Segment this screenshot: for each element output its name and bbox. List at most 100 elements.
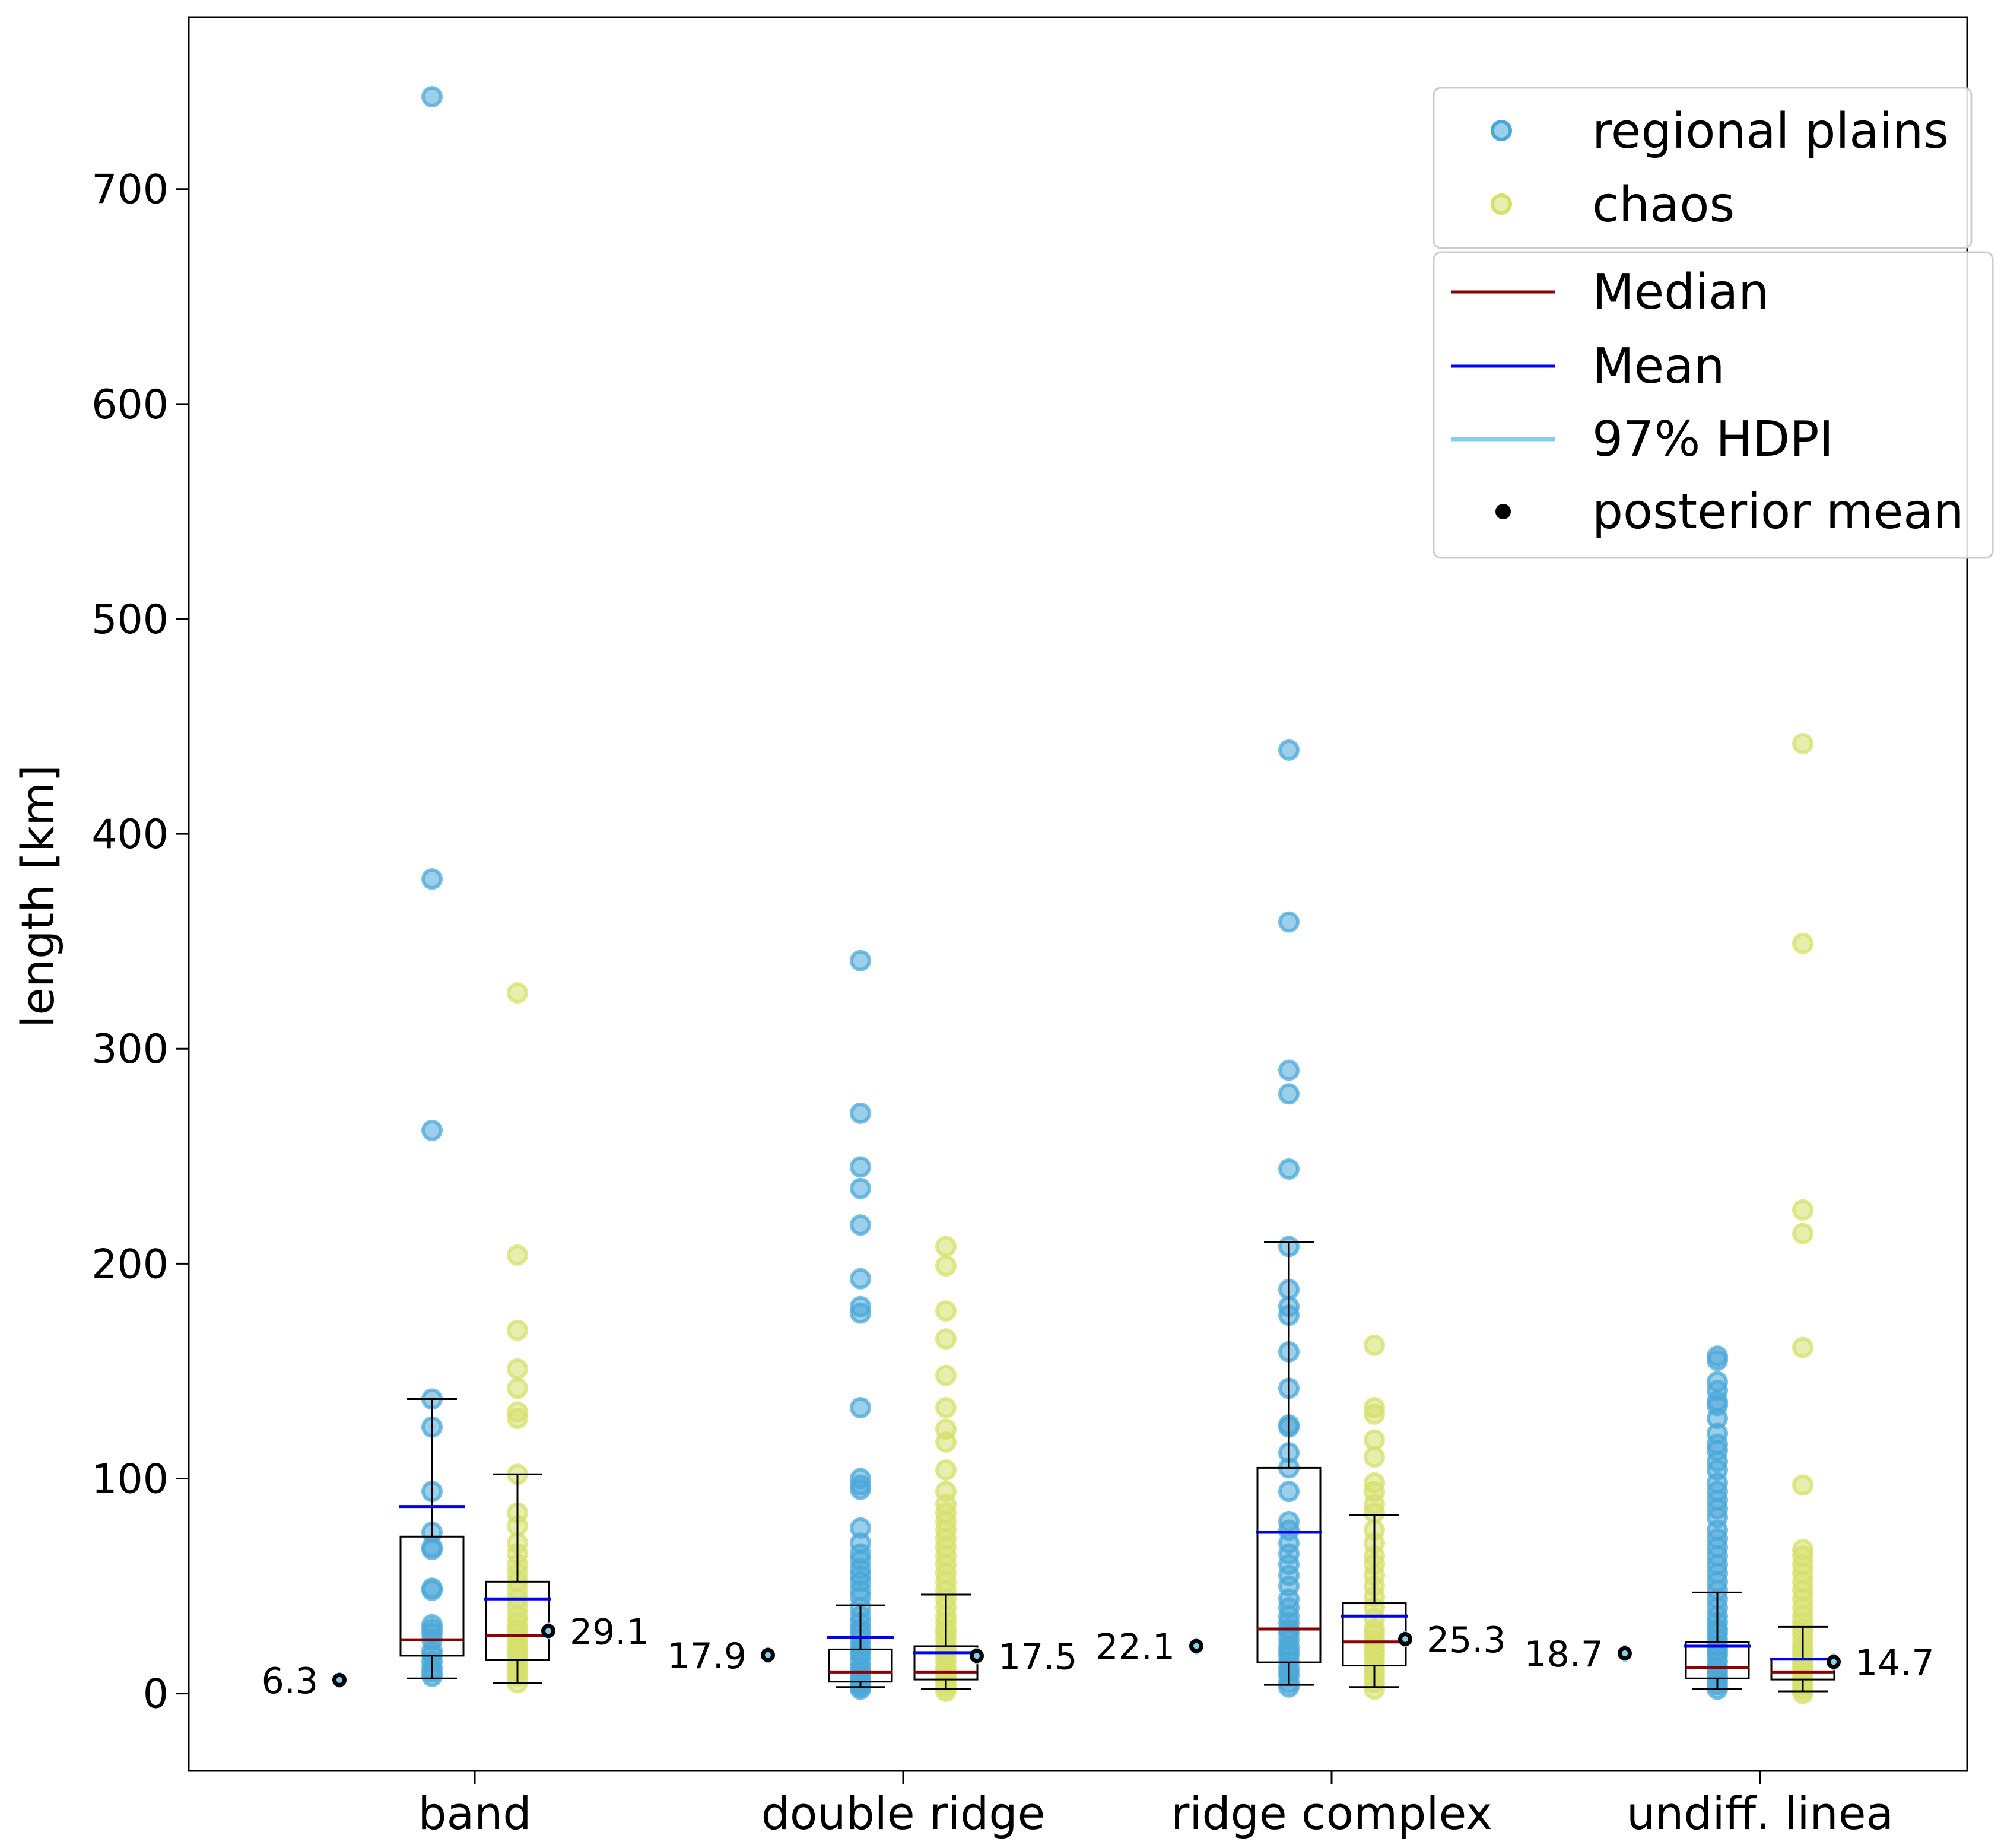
posterior-mean-label: 14.7 — [1855, 1642, 1935, 1684]
data-point — [1278, 1510, 1300, 1532]
data-point — [850, 1468, 871, 1490]
data-point — [1278, 1481, 1300, 1503]
box-iqr — [485, 1580, 550, 1662]
legend-median-label: Median — [1592, 264, 1769, 320]
data-point — [507, 1358, 528, 1380]
posterior-mean-label: 17.5 — [998, 1636, 1078, 1678]
posterior-mean-core — [1402, 1636, 1408, 1643]
data-point — [507, 1401, 528, 1423]
y-tick-label: 600 — [91, 382, 169, 428]
data-point — [935, 1255, 957, 1277]
x-tick-label: undiff. linea — [1627, 1787, 1894, 1840]
legend-chaos-label: chaos — [1592, 177, 1735, 233]
data-point — [1707, 1371, 1728, 1393]
data-point — [850, 1396, 871, 1418]
y-tick-label: 400 — [91, 811, 169, 858]
data-point — [1364, 1396, 1385, 1418]
boxplots — [399, 1241, 1836, 1693]
data-point — [850, 1268, 871, 1290]
posterior-means: 6.3 29.1 17.9 17.5 22.1 25.3 18.7 14.7 — [262, 1611, 1935, 1702]
legend-chaos-marker — [1491, 193, 1512, 215]
y-tick-label: 700 — [91, 167, 169, 214]
data-point — [1364, 1446, 1385, 1468]
posterior-mean-label: 18.7 — [1524, 1634, 1603, 1675]
y-axis: 0 100 200 300 400 500 600 700 — [91, 167, 189, 1718]
data-point — [850, 1102, 871, 1124]
data-point — [1792, 1539, 1813, 1561]
posterior-mean-label: 29.1 — [570, 1611, 649, 1653]
y-tick-label: 300 — [91, 1026, 169, 1073]
data-point — [935, 1236, 957, 1258]
data-point — [507, 1377, 528, 1399]
x-tick-label: double ridge — [761, 1787, 1046, 1840]
legend-posterior-mean-marker — [1495, 504, 1511, 519]
data-point — [935, 1418, 957, 1440]
data-point — [1792, 1474, 1813, 1496]
posterior-mean-label: 17.9 — [667, 1636, 747, 1677]
legend-regional-plains-label: regional plains — [1592, 103, 1949, 160]
legend-scatter-frame — [1433, 87, 1973, 249]
box-iqr — [1256, 1466, 1322, 1663]
data-point — [421, 868, 443, 890]
data-point — [1707, 1345, 1728, 1367]
data-point — [850, 1295, 871, 1317]
data-point — [1278, 1059, 1300, 1081]
x-tick-label: ridge complex — [1171, 1787, 1492, 1840]
data-point — [935, 1481, 957, 1503]
legend-hdpi-label: 97% HDPI — [1592, 411, 1834, 468]
data-point — [1792, 932, 1813, 954]
data-point — [421, 1119, 443, 1141]
legend-stats: Median Mean 97% HDPI posterior mean — [1433, 251, 1994, 559]
data-point — [507, 982, 528, 1004]
x-tick-label: band — [418, 1787, 531, 1840]
data-point — [935, 1396, 957, 1418]
y-axis-title: length [km] — [11, 764, 64, 1028]
data-point — [1278, 911, 1300, 933]
posterior-mean-label: 6.3 — [262, 1660, 318, 1702]
posterior-mean-core — [545, 1628, 551, 1634]
data-point — [850, 1214, 871, 1236]
data-point — [1792, 733, 1813, 755]
legend-posterior-mean-label: posterior mean — [1592, 484, 1964, 540]
data-point — [850, 1517, 871, 1539]
posterior-mean-core — [1622, 1650, 1628, 1656]
data-point — [850, 1156, 871, 1178]
data-point — [850, 950, 871, 971]
posterior-mean-core — [336, 1676, 342, 1683]
data-point — [421, 1614, 443, 1636]
data-point — [1364, 1429, 1385, 1451]
y-tick-label: 200 — [91, 1241, 169, 1288]
y-tick-label: 0 — [143, 1671, 169, 1718]
data-point — [507, 1319, 528, 1341]
data-point — [421, 85, 443, 107]
posterior-mean-core — [974, 1653, 980, 1659]
box-iqr — [828, 1648, 893, 1683]
data-point — [507, 1244, 528, 1266]
data-point — [935, 1364, 957, 1386]
legend-stats-frame — [1433, 251, 1994, 559]
y-tick-label: 100 — [91, 1456, 169, 1503]
data-point — [935, 1328, 957, 1350]
posterior-mean-label: 25.3 — [1427, 1620, 1506, 1661]
data-point — [1792, 1223, 1813, 1244]
box-iqr — [1685, 1641, 1750, 1679]
legend-scatter: regional plains chaos — [1433, 87, 1973, 249]
data-point — [935, 1300, 957, 1322]
data-point — [1278, 739, 1300, 761]
data-point — [935, 1459, 957, 1481]
x-axis: band double ridge ridge complex undiff. lin… — [418, 1771, 1894, 1840]
data-point — [421, 1577, 443, 1599]
data-point — [1792, 1336, 1813, 1358]
y-tick-label: 500 — [91, 596, 169, 643]
data-point — [1792, 1199, 1813, 1221]
box-iqr — [399, 1535, 465, 1657]
data-point — [1364, 1334, 1385, 1356]
posterior-mean-core — [1193, 1643, 1199, 1649]
posterior-mean-core — [1831, 1659, 1837, 1665]
legend-regional-plains-marker — [1491, 120, 1512, 141]
data-point — [1278, 1158, 1300, 1180]
data-point — [1278, 1083, 1300, 1105]
posterior-mean-core — [765, 1652, 771, 1658]
data-point — [850, 1177, 871, 1199]
